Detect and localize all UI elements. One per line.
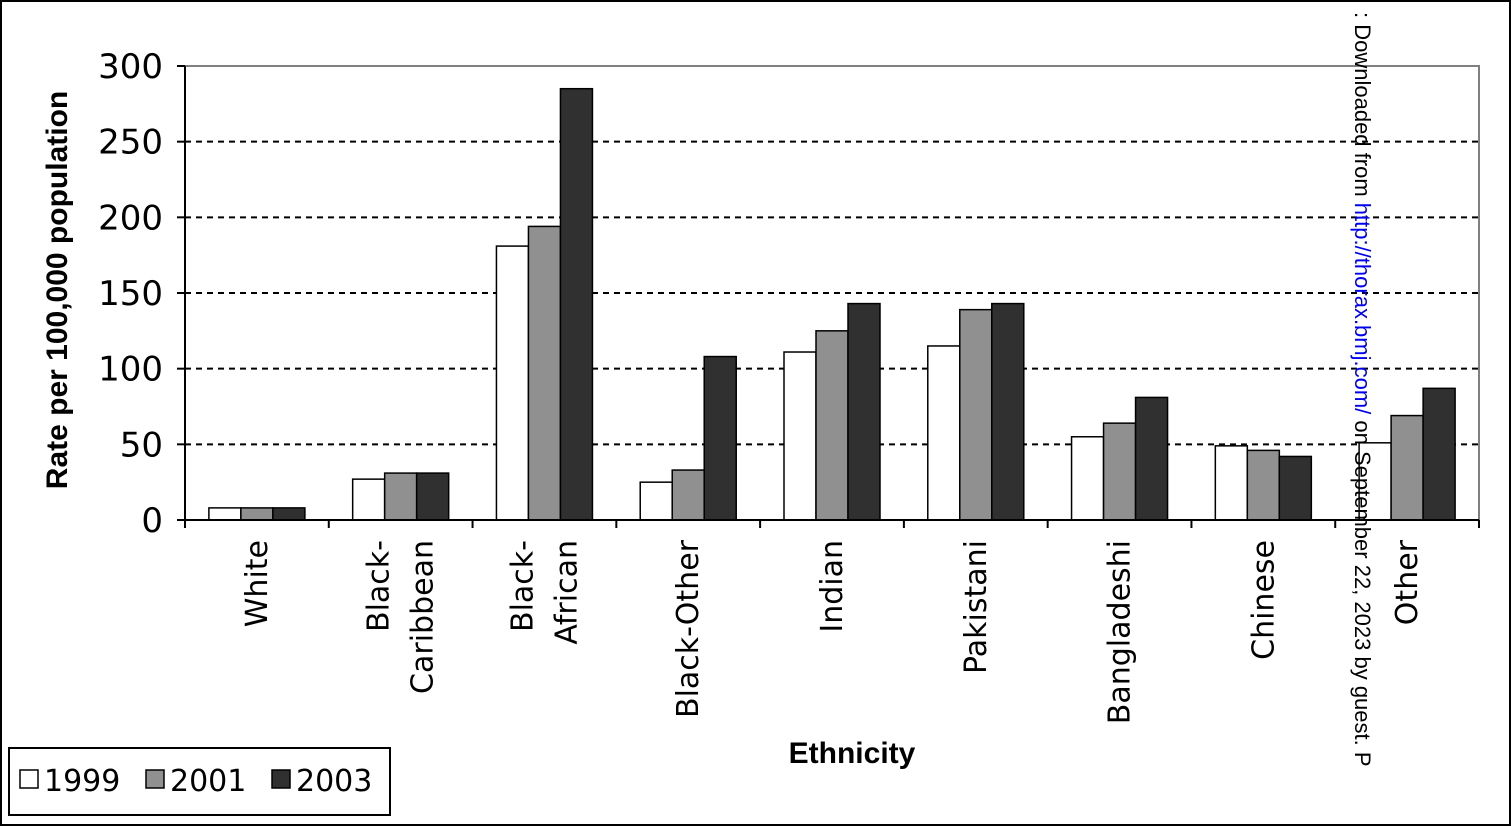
y-tick-label: 250 [98, 123, 163, 163]
x-category-label: Black-Other [671, 539, 706, 718]
x-category-label: African [549, 540, 584, 645]
legend-box [8, 747, 391, 816]
category-labels: White Black- Caribbean Black- African Black-O… [240, 539, 1425, 724]
y-tick-label: 300 [98, 47, 163, 87]
bar-1999-black-african [495, 245, 530, 521]
bar-1999-other [1358, 442, 1392, 521]
bar-2001-white [240, 507, 274, 521]
x-category-label: Caribbean [406, 540, 441, 694]
watermark-suffix: on September 22, 2023 by guest. P [1350, 414, 1375, 766]
y-axis-title: Rate per 100,000 population [41, 91, 74, 489]
y-tick-label: 0 [141, 501, 163, 541]
legend-swatch-2003 [271, 769, 291, 789]
bar-2003-black-other [703, 355, 737, 521]
bar-2001-other [1390, 414, 1424, 521]
bar-2003-black-african [559, 87, 594, 521]
bar-1999-black-caribbean [351, 478, 386, 521]
bar-2001-indian [815, 330, 849, 521]
x-category-label: Black- [362, 540, 397, 632]
legend-swatch-1999 [19, 769, 39, 789]
bar-2001-black-african [527, 225, 562, 521]
bar-1999-indian [783, 351, 817, 521]
bar-2001-bangladeshi [1102, 422, 1137, 521]
bar-2003-other [1422, 387, 1456, 521]
bar-1999-black-other [639, 481, 673, 521]
source-watermark: : Downloaded from http://thorax.bmj.com/… [1350, 12, 1375, 767]
bar-1999-white [208, 507, 242, 521]
watermark-link[interactable]: http://thorax.bmj.com/ [1350, 203, 1375, 415]
y-tick-label: 150 [98, 274, 163, 314]
bar-2003-pakistani [991, 302, 1025, 521]
legend-label-1999: 1999 [44, 764, 120, 799]
bar-2003-indian [847, 302, 881, 521]
bar-2003-bangladeshi [1134, 396, 1169, 521]
legend-label-2003: 2003 [296, 764, 372, 799]
legend-swatch-2001 [145, 769, 165, 789]
x-category-label: Bangladeshi [1103, 540, 1138, 724]
y-axis-ticks: 0 50 100 150 200 250 300 [98, 47, 186, 541]
bar-2003-white [272, 507, 306, 521]
x-category-label: Black- [505, 540, 540, 632]
x-category-label: Indian [815, 540, 850, 633]
y-tick-label: 100 [98, 350, 163, 390]
bar-2001-chinese [1246, 449, 1281, 521]
x-axis [184, 519, 1480, 528]
watermark-prefix: : Downloaded from [1350, 12, 1375, 203]
y-tick-label: 50 [120, 425, 163, 465]
bar-1999-chinese [1214, 445, 1249, 521]
bar-1999-pakistani [927, 345, 961, 521]
bar-2001-pakistani [959, 308, 993, 521]
bar-2003-chinese [1278, 455, 1313, 521]
x-category-label: Other [1390, 539, 1425, 625]
x-category-label: White [240, 540, 275, 627]
legend-label-2001: 2001 [170, 764, 246, 799]
bars [208, 87, 1456, 521]
x-category-label: Pakistani [959, 540, 994, 674]
legend: 1999 2001 2003 [8, 747, 391, 816]
y-tick-label: 200 [98, 198, 163, 238]
gridlines [185, 140, 1479, 446]
bar-2001-black-caribbean [383, 472, 418, 521]
bar-2003-black-caribbean [415, 472, 450, 521]
bar-1999-bangladeshi [1070, 436, 1105, 521]
bar-2001-black-other [671, 469, 705, 521]
x-category-label: Chinese [1246, 540, 1281, 660]
x-axis-title: Ethnicity [789, 737, 916, 770]
